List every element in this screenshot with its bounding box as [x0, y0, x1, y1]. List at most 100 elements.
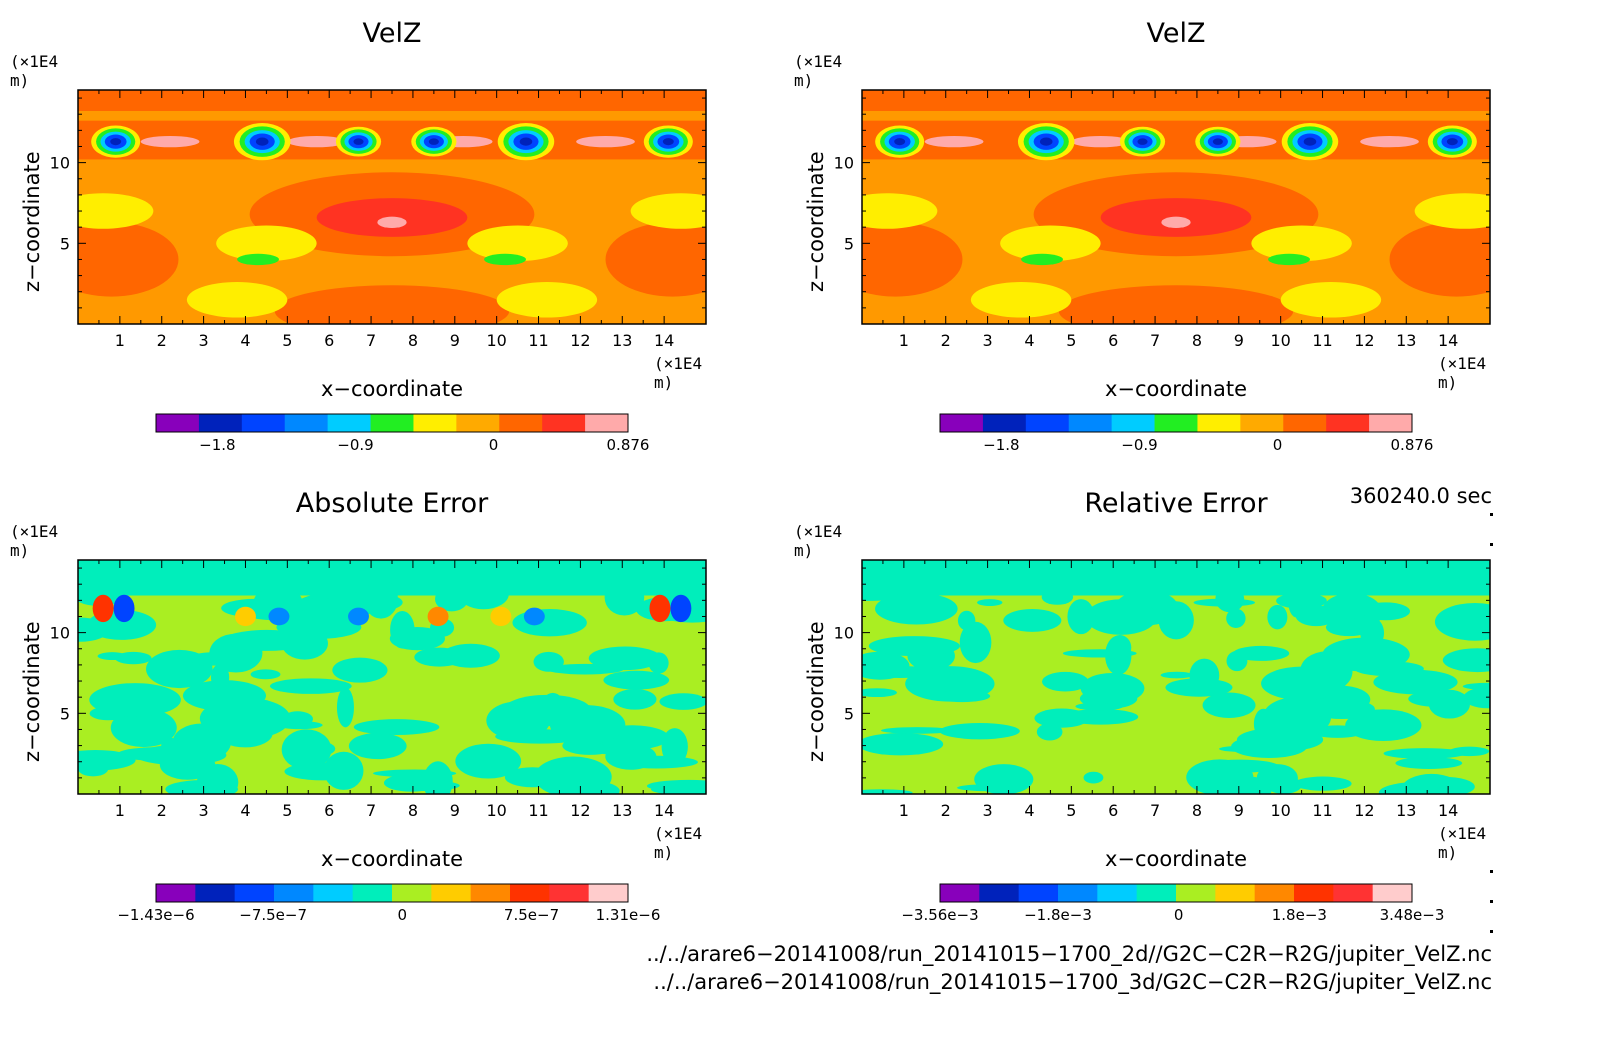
error-patch: [862, 789, 913, 794]
error-patch: [282, 711, 313, 727]
colorbar-segment: [1025, 414, 1070, 432]
y-tick-label: 5: [844, 234, 854, 253]
colorbar-segment: [234, 884, 275, 902]
error-patch: [332, 657, 388, 683]
x-tick-label: 4: [240, 801, 250, 820]
x-tick-label: 9: [450, 331, 460, 350]
x-tick-label: 7: [1150, 801, 1160, 820]
colorbar-segment: [456, 414, 500, 432]
band-top: [862, 560, 1490, 596]
colorbar-segment: [313, 884, 354, 902]
error-patch: [862, 733, 944, 756]
error-cell: [113, 594, 135, 623]
x-tick-label: 14: [654, 801, 674, 820]
pink-cell: [924, 135, 984, 148]
x-tick-label: 11: [528, 331, 548, 350]
yellow-lobe: [216, 225, 317, 262]
file-path-2: ../../arare6−20141008/run_20141015−1700_…: [653, 970, 1492, 994]
vortex-core: [1303, 137, 1317, 146]
decoration-dot: [1490, 900, 1493, 903]
field-layer: [78, 560, 706, 794]
error-patch: [1042, 671, 1089, 692]
error-patch: [1276, 592, 1327, 609]
colorbar-segment: [1215, 884, 1256, 902]
error-patch: [1165, 678, 1233, 697]
x-tick-label: 10: [486, 801, 506, 820]
colorbar-label: 0: [1174, 906, 1184, 924]
colorbar-segment: [588, 884, 629, 902]
error-patch: [110, 708, 177, 748]
error-patch: [223, 629, 311, 651]
colorbar-segment: [470, 884, 511, 902]
colorbar-label: −1.8e−3: [1024, 906, 1092, 924]
colorbar-segment: [1254, 884, 1295, 902]
vortex-core: [353, 138, 364, 145]
error-patch: [1442, 648, 1490, 673]
error-patch: [1261, 666, 1346, 701]
y-unit-label: (×1E4 m): [10, 52, 59, 90]
x-tick-label: 1: [899, 801, 909, 820]
colorbar-segment: [542, 414, 586, 432]
error-patch: [868, 636, 960, 657]
x-tick-label: 6: [324, 801, 334, 820]
x-tick-label: 2: [157, 331, 167, 350]
x-unit-label: (×1E4 m): [1438, 354, 1487, 392]
x-tick-label: 10: [1270, 331, 1290, 350]
error-patch: [1408, 690, 1465, 707]
colorbar-segment: [940, 884, 980, 902]
x-tick-label: 8: [408, 331, 418, 350]
error-patch: [540, 692, 566, 727]
green-patch: [1021, 253, 1063, 266]
error-cell: [92, 594, 114, 623]
x-tick-label: 9: [450, 801, 460, 820]
x-tick-label: 12: [1354, 801, 1374, 820]
colorbar-segment: [1240, 414, 1284, 432]
error-patch: [1373, 669, 1458, 695]
error-patch: [199, 697, 291, 740]
x-tick-label: 14: [1438, 331, 1458, 350]
x-tick-label: 14: [654, 331, 674, 350]
x-tick-label: 13: [612, 801, 632, 820]
error-patch: [957, 784, 1016, 792]
error-cell: [649, 594, 671, 623]
yellow-lobe: [78, 193, 154, 229]
x-tick-label: 10: [486, 331, 506, 350]
error-cell: [427, 606, 449, 627]
green-patch: [1268, 253, 1310, 266]
vortex-core: [428, 138, 439, 145]
green-patch: [237, 253, 279, 266]
error-patch: [1309, 725, 1366, 738]
error-patch: [1236, 727, 1324, 752]
error-patch: [1067, 599, 1095, 635]
field-layer: [862, 90, 1490, 324]
colorbar-segment: [549, 884, 590, 902]
colorbar-label: 0: [1273, 436, 1283, 454]
error-patch: [588, 646, 662, 671]
error-patch: [1080, 673, 1145, 704]
decoration-dot: [1490, 870, 1493, 873]
colorbar-label: 1.8e−3: [1272, 906, 1327, 924]
green-patch: [484, 253, 526, 266]
colorbar-segment: [1197, 414, 1241, 432]
error-patch: [353, 719, 440, 735]
x-tick-label: 8: [1192, 331, 1202, 350]
left-blob: [862, 222, 963, 297]
colorbar-segment: [585, 414, 629, 432]
x-unit-label: (×1E4 m): [1438, 824, 1487, 862]
colorbar-segment: [284, 414, 329, 432]
colorbar-label: 0.876: [607, 436, 650, 454]
time-label: 360240.0 sec: [1349, 484, 1492, 508]
colorbar-segment: [413, 414, 457, 432]
pink-cell: [140, 135, 200, 148]
plot-title: VelZ: [1146, 18, 1206, 49]
error-patch: [659, 693, 706, 710]
error-patch: [1062, 709, 1139, 725]
x-tick-label: 2: [941, 331, 951, 350]
error-cell: [670, 594, 692, 623]
error-patch: [1036, 723, 1063, 741]
y-unit-label: (×1E4 m): [794, 52, 843, 90]
vortex-core: [519, 137, 533, 146]
y-unit-label: (×1E4 m): [10, 522, 59, 560]
